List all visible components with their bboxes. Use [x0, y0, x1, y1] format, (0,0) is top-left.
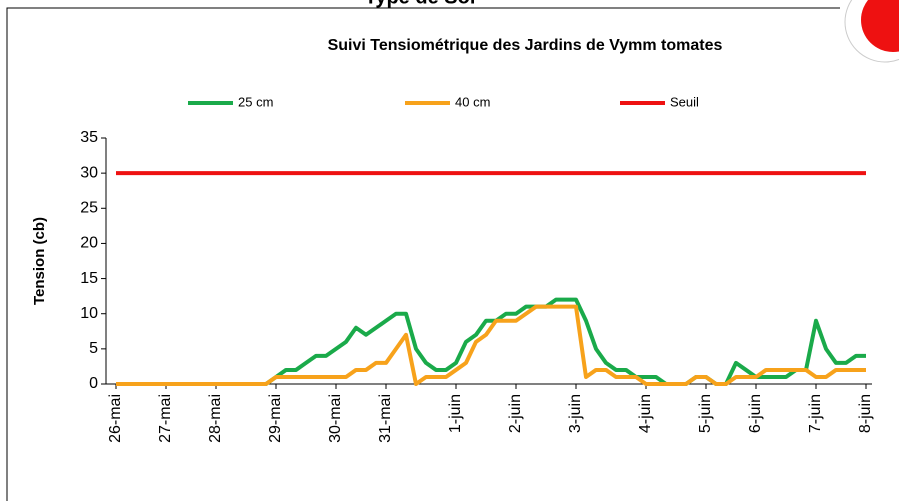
- x-tick-label: 27-mai: [157, 394, 174, 443]
- x-tick-label: 28-mai: [207, 394, 224, 443]
- x-tick-label: 2-juin: [507, 394, 524, 433]
- x-tick-label: 31-mai: [377, 394, 394, 443]
- y-tick-label: 0: [89, 375, 98, 392]
- x-tick-label: 26-mai: [107, 394, 124, 443]
- x-tick-label: 6-juin: [747, 394, 764, 433]
- series-line: [116, 304, 866, 386]
- x-tick-label: 3-juin: [567, 394, 584, 433]
- y-tick-label: 25: [80, 200, 98, 217]
- x-tick-label: 4-juin: [637, 394, 654, 433]
- logo-mark: [861, 0, 899, 52]
- x-tick-label: 8-juin: [857, 394, 874, 433]
- chart-frame: [6, 7, 840, 501]
- y-tick-label: 15: [80, 270, 98, 287]
- x-tick-label: 5-juin: [697, 394, 714, 433]
- y-tick-label: 30: [80, 164, 98, 181]
- x-tick-label: 30-mai: [327, 394, 344, 443]
- y-tick-label: 5: [89, 340, 98, 357]
- x-tick-label: 29-mai: [267, 394, 284, 443]
- legend-label: Seuil: [670, 94, 699, 109]
- y-tick-label: 20: [80, 235, 98, 252]
- y-axis-label: Tension (cb): [31, 217, 48, 305]
- header-text: Type de Sol: [365, 0, 476, 8]
- legend-label: 40 cm: [455, 94, 490, 109]
- y-tick-label: 10: [80, 305, 98, 322]
- x-tick-label: 7-juin: [807, 394, 824, 433]
- y-tick-label: 35: [80, 129, 98, 146]
- chart-title: Suivi Tensiométrique des Jardins de Vymm…: [328, 37, 723, 54]
- legend-label: 25 cm: [238, 94, 273, 109]
- x-tick-label: 1-juin: [447, 394, 464, 433]
